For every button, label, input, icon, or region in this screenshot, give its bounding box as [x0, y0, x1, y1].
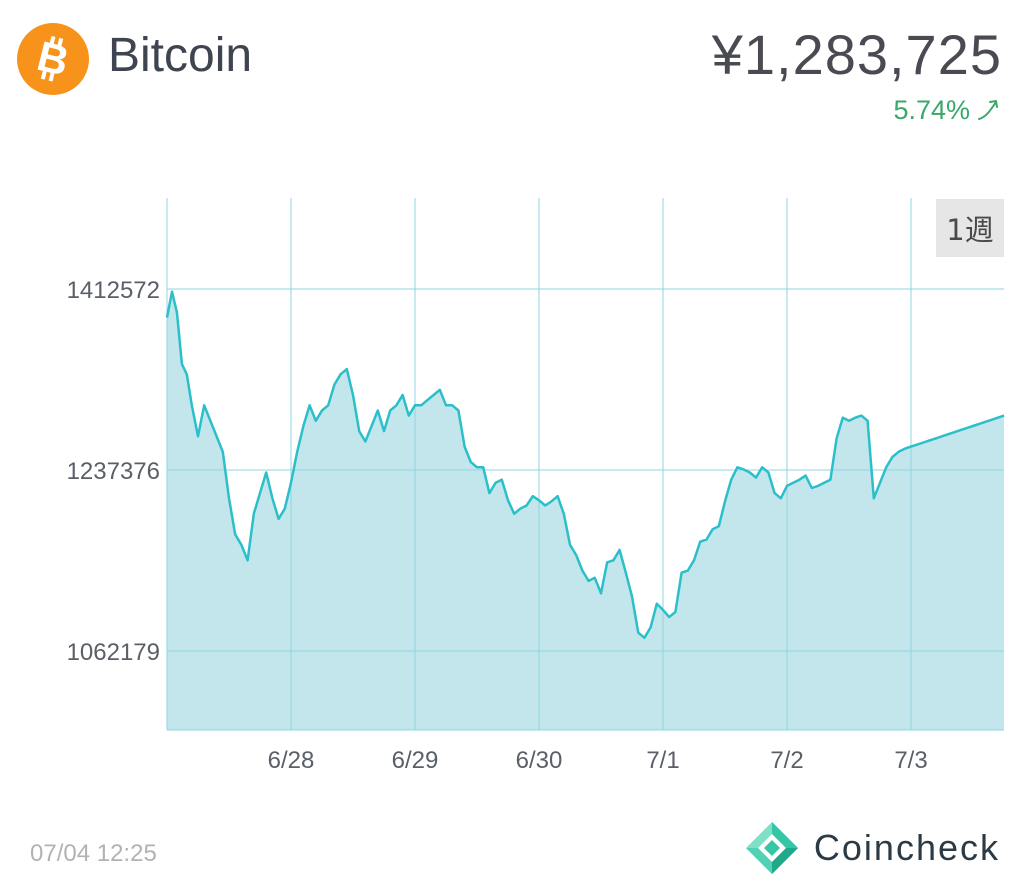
- x-tick-label: 6/28: [268, 747, 315, 774]
- coincheck-brand: Coincheck: [744, 820, 1000, 876]
- price-area: [167, 291, 1004, 730]
- brand-name: Coincheck: [813, 827, 1000, 868]
- x-tick-label: 7/3: [894, 747, 927, 774]
- x-tick-label: 7/1: [646, 747, 679, 774]
- x-tick-label: 6/29: [392, 747, 439, 774]
- x-tick-label: 7/2: [770, 747, 803, 774]
- coin-name: Bitcoin: [108, 29, 253, 82]
- price-line: [165, 290, 1005, 640]
- y-tick-label: 1237376: [67, 458, 160, 485]
- bitcoin-symbol-icon: B: [33, 35, 73, 83]
- range-1-week-button[interactable]: 1週: [936, 199, 1004, 257]
- y-tick-label: 1412572: [67, 277, 160, 304]
- timestamp: 07/04 12:25: [30, 840, 157, 867]
- bitcoin-logo-icon: B: [17, 23, 89, 95]
- arrow-up-right-icon: [978, 100, 998, 120]
- x-tick-label: 6/30: [516, 747, 563, 774]
- y-tick-label: 1062179: [67, 639, 160, 666]
- coincheck-logo-icon: [745, 822, 798, 874]
- current-price: ¥1,283,725: [711, 23, 1002, 86]
- price-change-value: 5.74%: [893, 95, 970, 125]
- price-change: 5.74%: [893, 92, 1002, 128]
